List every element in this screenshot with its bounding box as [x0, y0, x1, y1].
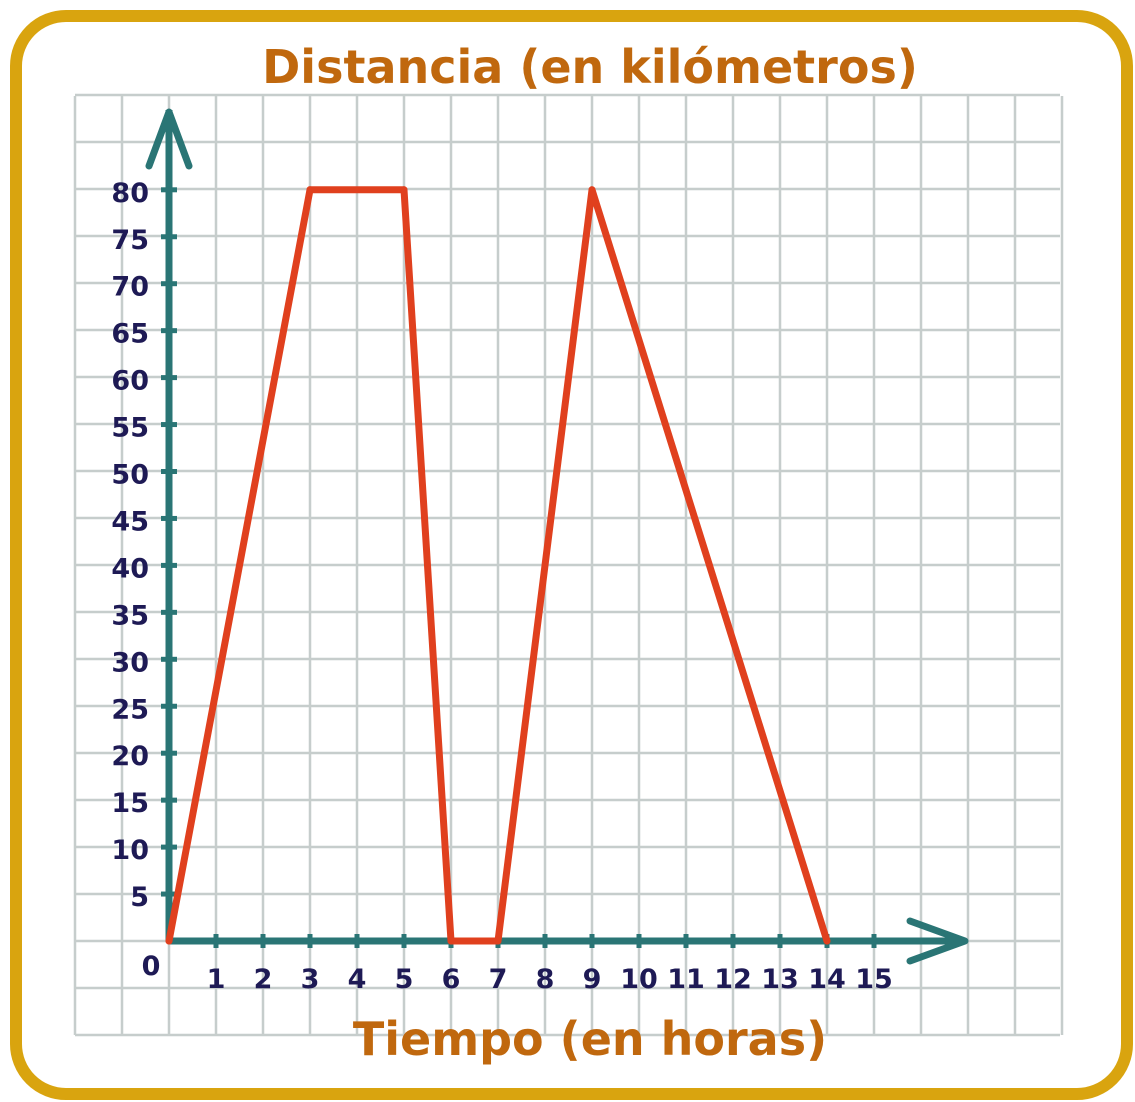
- x-tick-label: 4: [348, 964, 367, 995]
- data-point: [588, 186, 596, 194]
- chart-title: Distancia (en kilómetros): [262, 40, 918, 94]
- y-tick-label: 15: [111, 788, 149, 819]
- x-tick-label: 6: [442, 964, 461, 995]
- x-tick-label: 14: [808, 964, 846, 995]
- y-tick-label: 10: [111, 835, 149, 866]
- origin-label: 0: [142, 951, 161, 982]
- y-tick-label: 40: [111, 553, 149, 584]
- x-tick-label: 10: [620, 964, 658, 995]
- chart-frame: [10, 10, 1133, 1100]
- y-tick-label: 75: [111, 225, 149, 256]
- grid: [73, 93, 1064, 1037]
- data-point: [306, 186, 314, 194]
- x-axis-arrow: [906, 917, 969, 965]
- x-tick-label: 2: [254, 964, 273, 995]
- y-tick-label: 5: [130, 882, 149, 913]
- data-point: [165, 937, 173, 945]
- x-tick-label: 8: [536, 964, 555, 995]
- x-axis-label: Tiempo (en horas): [352, 1012, 828, 1066]
- ticks: [161, 187, 877, 948]
- data-point: [400, 186, 408, 194]
- data-point: [494, 937, 502, 945]
- y-axis-arrow: [145, 108, 193, 170]
- x-tick-label: 1: [207, 964, 226, 995]
- x-tick-label: 15: [855, 964, 893, 995]
- y-tick-label: 30: [111, 647, 149, 678]
- y-tick-label: 35: [111, 600, 149, 631]
- y-tick-label: 60: [111, 366, 149, 397]
- data-point: [823, 937, 831, 945]
- y-tick-label: 25: [111, 694, 149, 725]
- y-tick-label: 45: [111, 506, 149, 537]
- y-tick-label: 70: [111, 272, 149, 303]
- y-tick-label: 65: [111, 319, 149, 350]
- x-tick-label: 5: [395, 964, 414, 995]
- x-tick-label: 9: [583, 964, 602, 995]
- tick-labels: 1 2 3 4 5 6 7 8 9 10 11 12 13 14 155101520253035404550…: [111, 178, 892, 995]
- x-tick-label: 12: [714, 964, 752, 995]
- data-point: [447, 937, 455, 945]
- y-tick-label: 20: [111, 741, 149, 772]
- y-tick-label: 50: [111, 460, 149, 491]
- y-tick-label: 55: [111, 413, 149, 444]
- y-tick-label: 80: [111, 178, 149, 209]
- x-tick-label: 7: [489, 964, 508, 995]
- x-tick-label: 3: [301, 964, 320, 995]
- series: [165, 186, 831, 945]
- axes: [145, 108, 969, 965]
- x-tick-label: 13: [761, 964, 799, 995]
- x-tick-label: 11: [667, 964, 705, 995]
